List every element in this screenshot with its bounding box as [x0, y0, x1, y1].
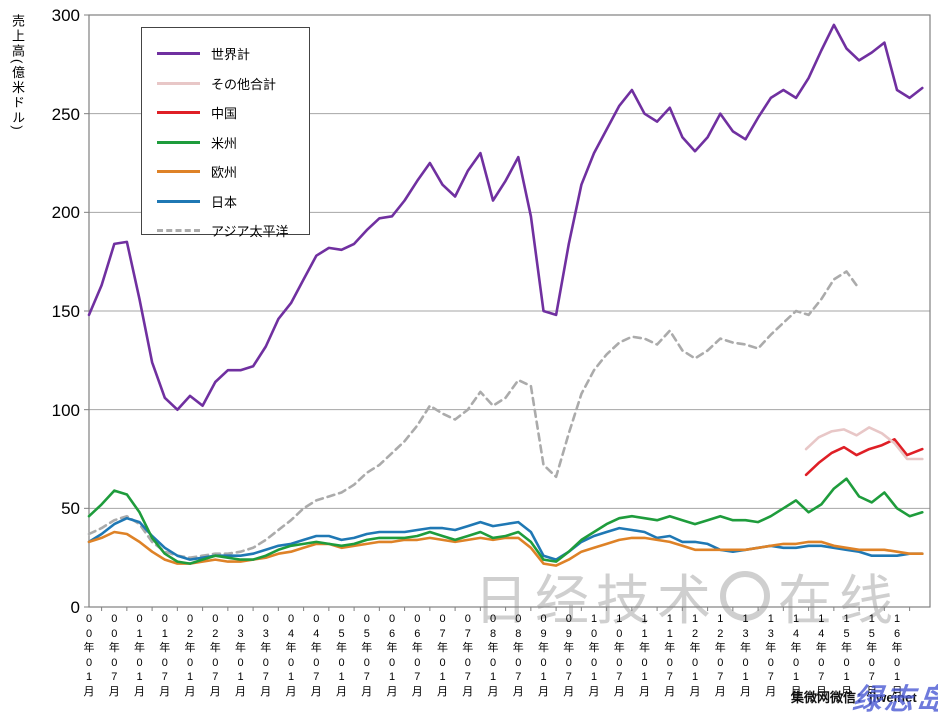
legend-label: 米州: [211, 135, 238, 151]
y-tick-label: 200: [51, 203, 80, 223]
legend-item: 日本: [157, 187, 309, 217]
legend-label: 中国: [211, 106, 238, 122]
y-axis-title: 売上高(億米ドル): [10, 14, 25, 132]
legend-swatch: [157, 199, 200, 203]
legend-swatch: [157, 52, 200, 56]
series-line: [87, 477, 924, 565]
legend-item: 米州: [157, 128, 309, 158]
series-line: [87, 530, 924, 567]
watermark-blue-overlay: 绿志岛: [851, 684, 938, 716]
series-line: [804, 437, 924, 477]
legend: 世界計その他合計中国米州欧州日本アジア太平洋: [141, 27, 310, 239]
legend-swatch: [157, 81, 200, 85]
series-line: [87, 23, 924, 412]
y-tick-label: 100: [51, 400, 80, 420]
plot-border: [88, 14, 931, 608]
legend-label: アジア太平洋: [211, 224, 289, 240]
legend-item: 世界計: [157, 39, 309, 69]
legend-label: 日本: [211, 194, 238, 210]
legend-label: 世界計: [211, 47, 251, 63]
legend-item: その他合計: [157, 69, 309, 99]
legend-item: アジア太平洋: [157, 216, 309, 246]
legend-swatch: [157, 229, 200, 233]
y-tick-label: 150: [51, 302, 80, 321]
series-line: [87, 516, 924, 561]
series-line: [87, 270, 858, 560]
y-tick-label: 250: [51, 104, 80, 124]
legend-label: 欧州: [211, 165, 238, 181]
legend-label: その他合計: [211, 76, 277, 92]
y-tick-label: 300: [51, 6, 80, 25]
watermark-jiweinet: 集微网微信：jiweinet: [791, 690, 917, 705]
legend-swatch: [157, 140, 200, 144]
y-tick-label: 0: [70, 598, 80, 617]
series-line: [804, 426, 924, 461]
legend-swatch: [157, 111, 200, 115]
legend-item: 中国: [157, 98, 309, 128]
legend-swatch: [157, 170, 200, 174]
y-tick-label: 50: [61, 499, 80, 519]
legend-item: 欧州: [157, 157, 309, 187]
